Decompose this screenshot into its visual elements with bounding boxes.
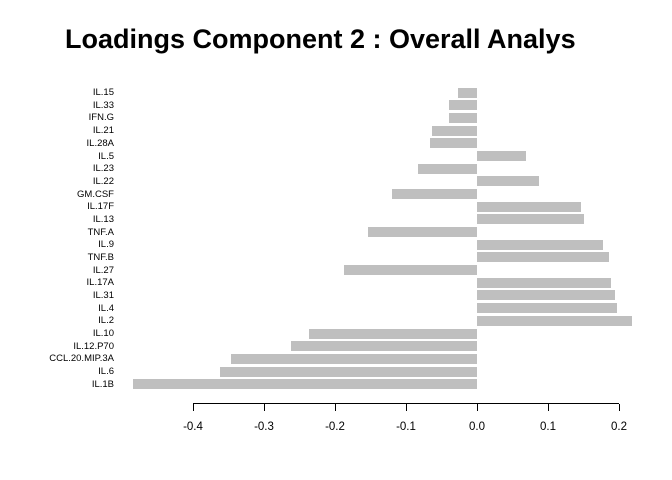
- bar-IL.4: [477, 303, 617, 314]
- bar-IL.22: [477, 176, 539, 187]
- bar-GM.CSF: [391, 189, 477, 200]
- x-axis-tick: [619, 404, 620, 411]
- y-axis-label: IL.10: [92, 328, 114, 340]
- bar-IL.17F: [477, 201, 582, 212]
- y-axis-label: IL.13: [92, 213, 114, 225]
- y-axis-label: IL.21: [92, 125, 114, 137]
- y-axis-label: IL.1B: [91, 378, 114, 390]
- bar-IL.2: [477, 315, 633, 326]
- y-axis-label: IL.4: [98, 302, 114, 314]
- y-axis-label: GM.CSF: [77, 188, 114, 200]
- bar-TNF.A: [367, 227, 477, 238]
- x-axis-tick-label: -0.4: [183, 421, 203, 433]
- x-axis-tick-label: -0.1: [396, 421, 416, 433]
- x-axis-tick: [335, 404, 336, 411]
- x-axis-tick: [548, 404, 549, 411]
- x-axis-tick: [264, 404, 265, 411]
- y-axis-label: IL.23: [92, 163, 114, 175]
- x-axis-tick-label: -0.3: [254, 421, 274, 433]
- bar-IL.28A: [430, 138, 477, 149]
- bar-IL.17A: [477, 277, 612, 288]
- bar-IL.6: [219, 366, 477, 377]
- chart-title: Loadings Component 2 : Overall Analys: [65, 24, 576, 54]
- y-axis-label: TNF.A: [87, 226, 114, 238]
- x-axis-tick: [193, 404, 194, 411]
- y-axis-label: IL.9: [98, 239, 114, 251]
- bar-IL.9: [477, 239, 603, 250]
- x-axis-tick-label: -0.2: [325, 421, 345, 433]
- x-axis-tick-label: 0.0: [469, 421, 485, 433]
- y-axis-label: CCL.20.MIP.3A: [49, 353, 114, 365]
- bar-TNF.B: [477, 252, 610, 263]
- y-axis-label: IL.17F: [87, 201, 114, 213]
- bar-IL.12.P70: [290, 341, 477, 352]
- x-axis-line: [193, 403, 619, 404]
- y-axis-label: IL.15: [92, 87, 114, 99]
- y-axis-label: IL.31: [92, 289, 114, 301]
- x-axis-tick: [406, 404, 407, 411]
- bar-IL.27: [344, 265, 477, 276]
- y-axis-label: IL.22: [92, 175, 114, 187]
- bar-IL.5: [477, 151, 526, 161]
- bar-CCL.20.MIP.3A: [231, 353, 477, 364]
- bar-IL.23: [418, 163, 477, 174]
- y-axis-label: IL.12.P70: [73, 340, 114, 352]
- x-axis-tick-label: 0.1: [540, 421, 556, 433]
- y-axis-label: IL.27: [92, 264, 114, 276]
- bar-IL.13: [477, 214, 584, 225]
- x-axis-tick-label: 0.2: [611, 421, 627, 433]
- y-axis-label: IL.5: [98, 150, 114, 162]
- bar-IL.1B: [133, 379, 477, 390]
- bar-IL.31: [477, 290, 615, 301]
- y-axis-label: IL.33: [92, 99, 114, 111]
- y-axis-label: IL.28A: [86, 137, 114, 149]
- bar-IL.15: [457, 87, 477, 98]
- bar-IL.10: [309, 328, 477, 339]
- y-axis-label: IL.17A: [86, 277, 114, 289]
- bar-IFN.G: [448, 112, 477, 123]
- y-axis-label: TNF.B: [87, 251, 114, 263]
- x-axis-tick: [477, 404, 478, 411]
- y-axis-label: IL.6: [98, 366, 114, 378]
- bar-IL.21: [431, 125, 477, 136]
- y-axis-label: IL.2: [98, 315, 114, 327]
- y-axis-label: IFN.G: [88, 112, 114, 124]
- bar-IL.33: [449, 100, 477, 111]
